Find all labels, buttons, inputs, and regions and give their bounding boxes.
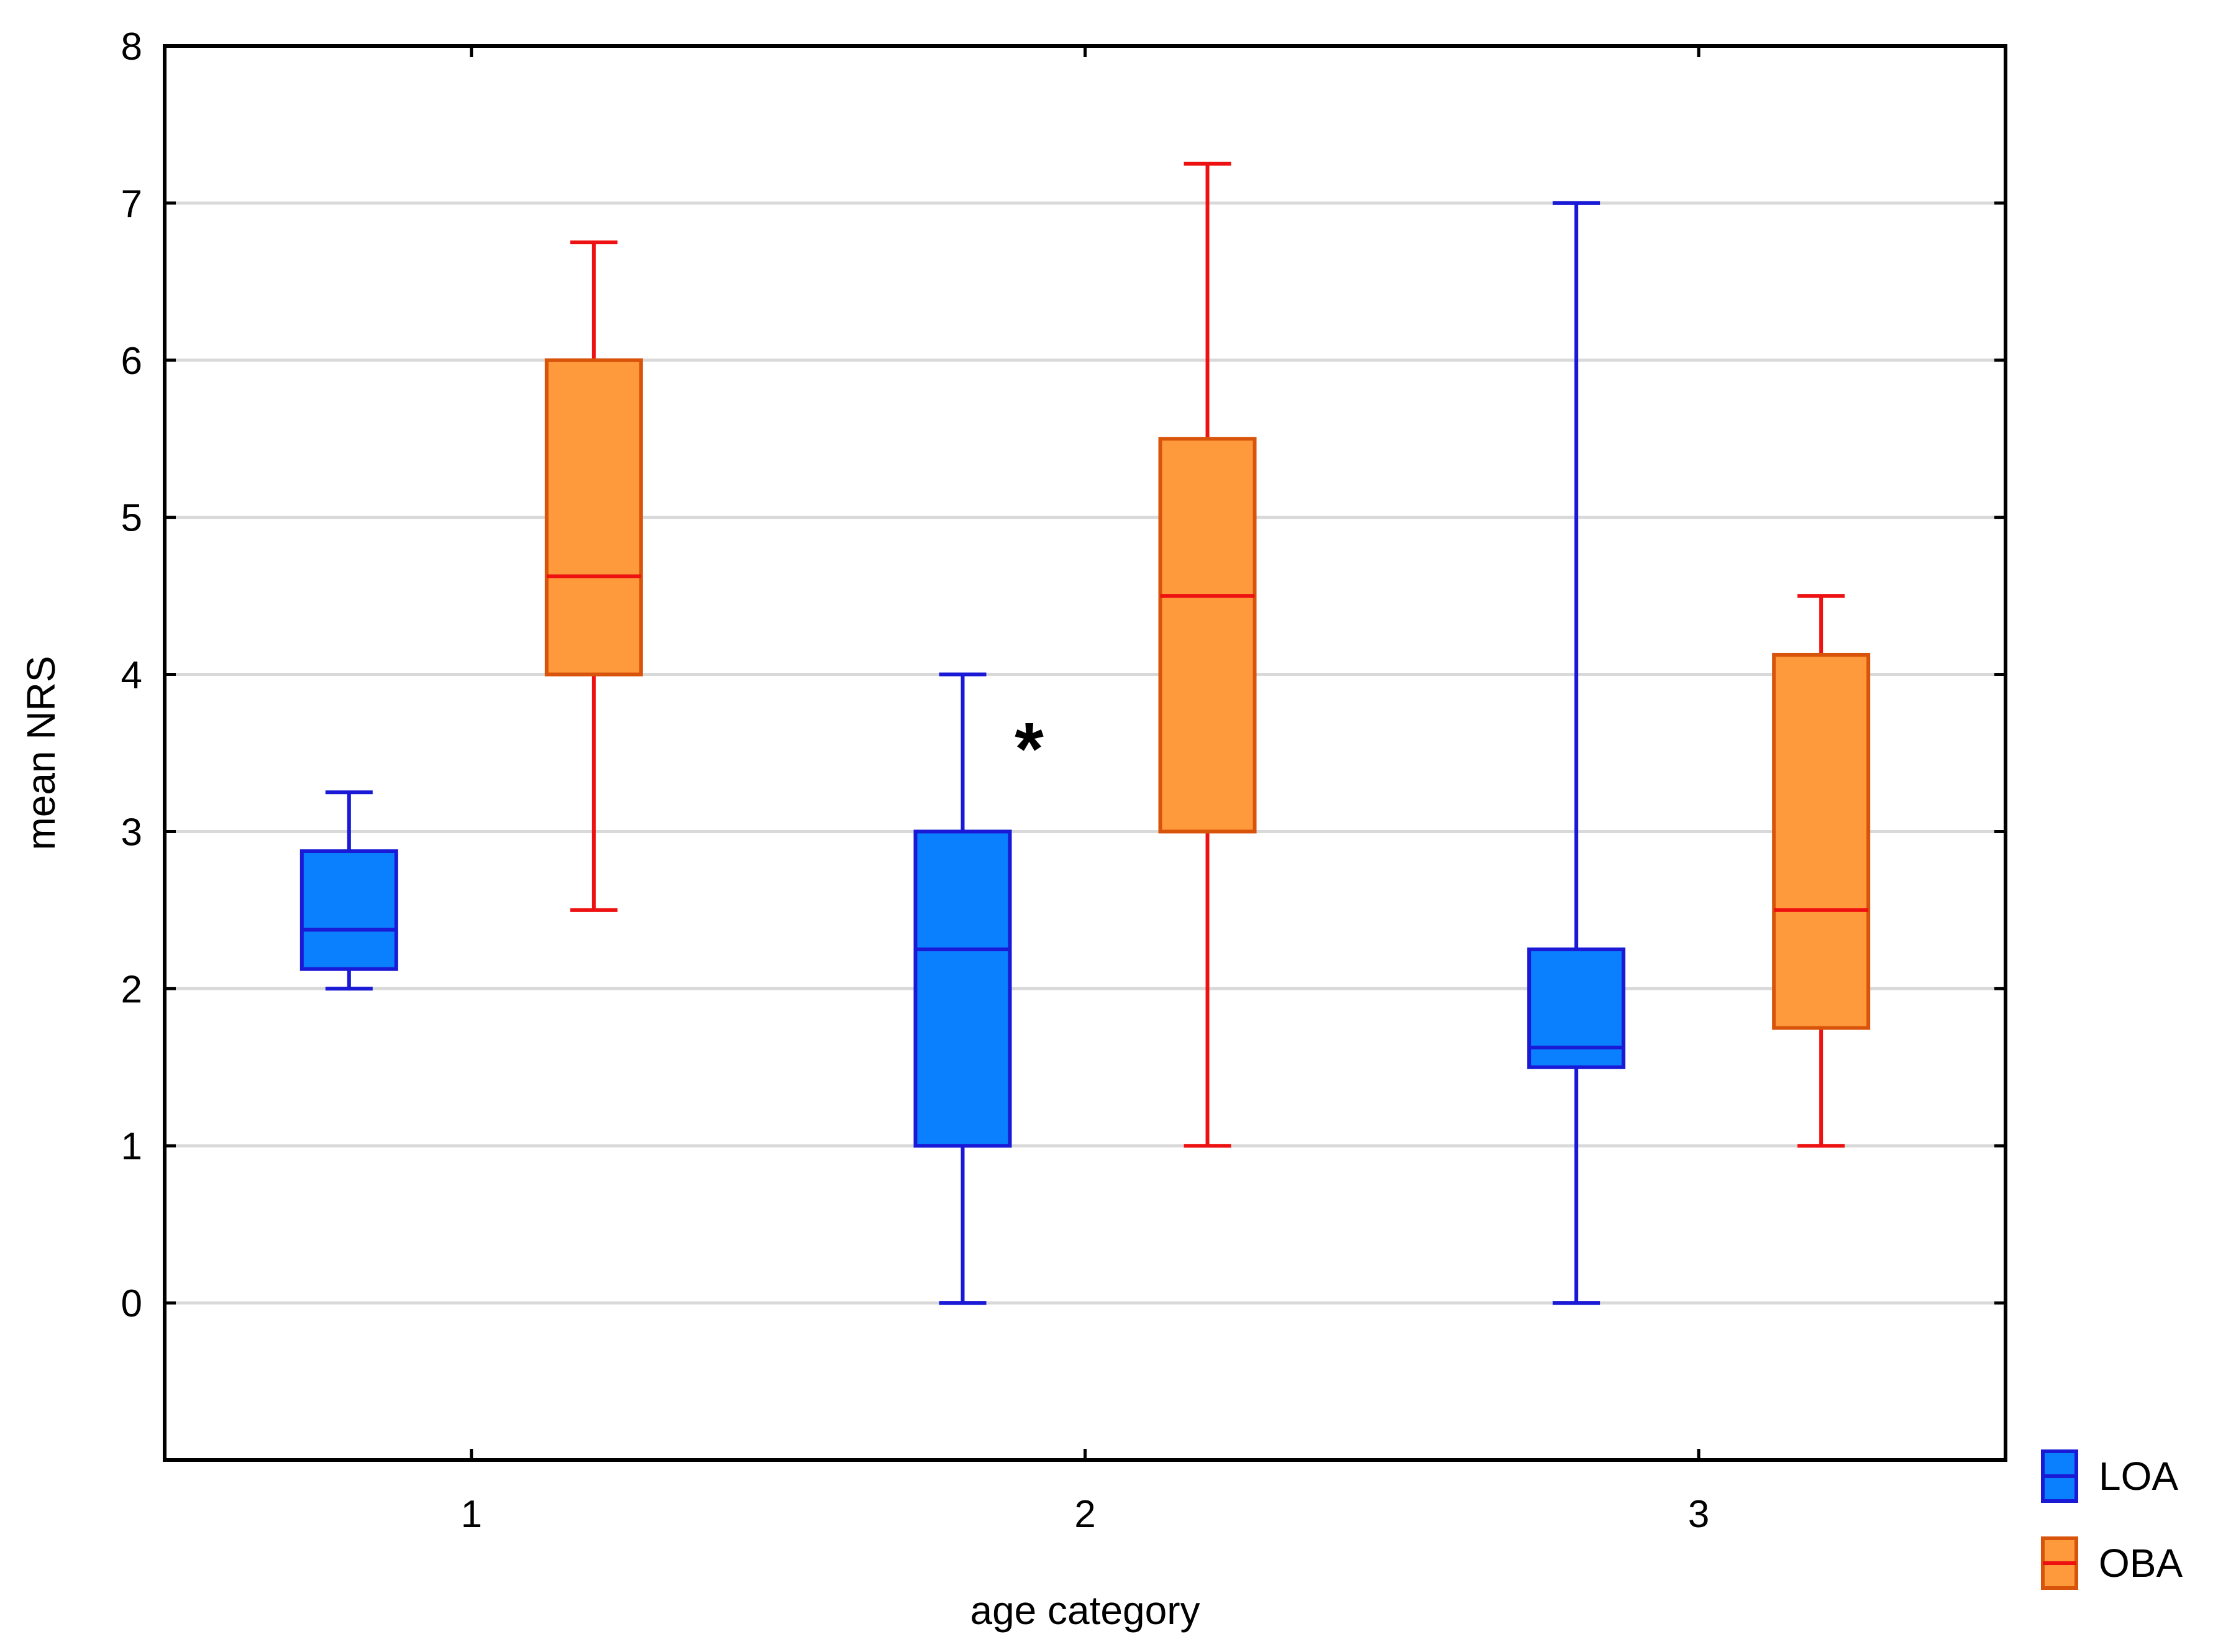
x-tick-label: 3: [1688, 1493, 1709, 1536]
grid-lines: [165, 201, 2006, 1305]
x-axis-title: age category: [970, 1588, 1200, 1633]
axes: 0 1 2 3 4 5 6 7 8 1 2 3: [121, 25, 2007, 1536]
y-tick-label: 7: [121, 183, 142, 226]
legend-label: OBA: [2099, 1541, 2183, 1586]
box-loa-3: [1527, 201, 1626, 1305]
plot-frame: [163, 44, 2007, 1462]
y-tick-label: 6: [121, 340, 142, 383]
y-tick-label: 4: [121, 654, 142, 697]
box-iqr: [913, 829, 1012, 1148]
annotations: *: [1015, 708, 1044, 791]
box-plots: [299, 162, 1871, 1305]
box-oba-1: [544, 240, 643, 912]
y-tick-label: 0: [121, 1282, 142, 1325]
x-tick-label: 2: [1074, 1493, 1095, 1536]
y-tick-label: 5: [121, 497, 142, 540]
y-tick-label: 3: [121, 811, 142, 854]
box-loa-1: [299, 790, 398, 991]
box-iqr: [544, 358, 643, 677]
box-iqr: [299, 849, 398, 971]
box-iqr: [1158, 437, 1257, 834]
box-loa-2: [913, 672, 1012, 1305]
box-oba-3: [1772, 594, 1871, 1148]
significance-asterisk: *: [1015, 708, 1044, 791]
box-oba-2: [1158, 162, 1257, 1148]
y-tick-label: 2: [121, 968, 142, 1011]
legend-item-oba: OBA: [2041, 1536, 2183, 1590]
y-axis-title: mean NRS: [19, 656, 63, 851]
legend-item-loa: LOA: [2041, 1449, 2178, 1503]
x-tick-label: 1: [461, 1493, 482, 1536]
y-tick-label: 8: [121, 25, 142, 68]
legend-label: LOA: [2099, 1454, 2178, 1499]
box-iqr: [1772, 652, 1871, 1030]
box-iqr: [1527, 947, 1626, 1069]
legend: LOA OBA: [2041, 1449, 2183, 1590]
y-tick-label: 1: [121, 1125, 142, 1168]
